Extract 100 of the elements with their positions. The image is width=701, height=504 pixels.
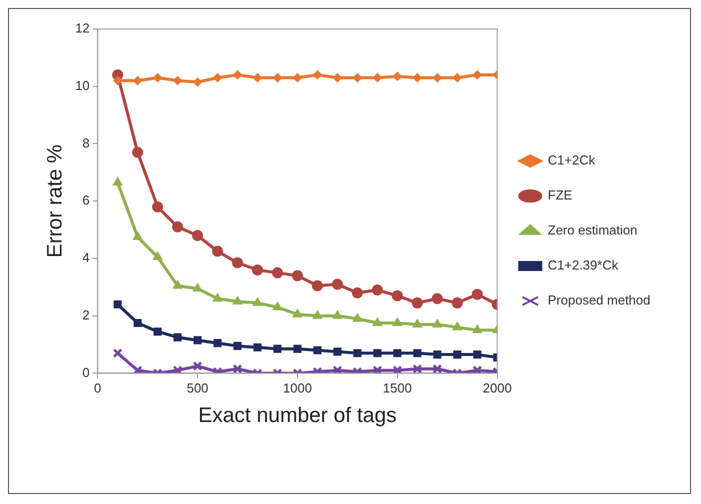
point xyxy=(432,364,442,374)
legend-label: Proposed method xyxy=(548,292,650,308)
point xyxy=(132,231,142,240)
point xyxy=(232,296,242,304)
x-tick-label: 1000 xyxy=(282,380,312,396)
point xyxy=(252,73,262,82)
point xyxy=(172,280,182,289)
point xyxy=(412,318,422,328)
point xyxy=(372,318,382,326)
point xyxy=(212,366,222,374)
point xyxy=(332,278,343,290)
point xyxy=(112,176,122,186)
point xyxy=(472,324,482,334)
point xyxy=(213,73,222,82)
point xyxy=(133,76,142,86)
point xyxy=(152,252,162,260)
point xyxy=(372,284,383,296)
point xyxy=(312,70,322,80)
y-tick-label: 6 xyxy=(82,192,90,208)
point xyxy=(192,283,202,292)
point xyxy=(172,221,184,232)
point xyxy=(152,201,164,212)
point xyxy=(192,361,202,371)
x-tick-label: 1500 xyxy=(382,380,412,396)
x-axis-title: Exact number of tags xyxy=(198,404,397,428)
point xyxy=(173,76,182,86)
y-tick-label: 4 xyxy=(82,250,90,266)
legend-label: Zero estimation xyxy=(548,222,638,238)
y-tick-label: 10 xyxy=(75,78,90,93)
point xyxy=(174,333,182,342)
point xyxy=(272,267,283,278)
point xyxy=(312,280,323,292)
point xyxy=(432,73,442,82)
point xyxy=(472,288,483,300)
point xyxy=(352,287,363,298)
point xyxy=(252,264,263,276)
point xyxy=(452,297,463,308)
point xyxy=(194,336,202,344)
point xyxy=(332,310,342,319)
point xyxy=(332,73,342,82)
point xyxy=(253,343,262,352)
point xyxy=(433,350,442,359)
x-tick-label: 500 xyxy=(186,380,208,396)
point xyxy=(472,70,482,80)
point xyxy=(233,342,242,350)
point xyxy=(114,300,122,308)
point xyxy=(392,72,402,81)
point xyxy=(112,348,122,358)
point xyxy=(252,297,262,306)
point xyxy=(293,344,302,353)
point xyxy=(412,297,423,308)
legend-label: C1+2Ck xyxy=(548,152,596,168)
point xyxy=(432,318,442,328)
point xyxy=(192,230,204,242)
point xyxy=(332,366,342,374)
y-tick-label: 2 xyxy=(82,307,90,322)
point xyxy=(212,293,222,302)
point xyxy=(432,293,443,304)
point xyxy=(372,366,382,374)
point xyxy=(272,302,282,310)
point xyxy=(352,313,362,322)
point xyxy=(353,349,362,358)
point xyxy=(233,70,242,80)
point xyxy=(373,349,382,358)
point xyxy=(312,310,322,319)
point xyxy=(214,339,222,348)
point xyxy=(132,366,142,374)
point xyxy=(333,348,342,356)
y-tick-label: 8 xyxy=(82,135,90,150)
point xyxy=(292,270,303,282)
point xyxy=(232,364,242,374)
point xyxy=(412,364,422,374)
point xyxy=(134,318,142,328)
point xyxy=(212,246,224,257)
point xyxy=(132,146,144,158)
x-tick-label: 0 xyxy=(94,380,102,396)
point xyxy=(473,350,482,359)
point xyxy=(452,322,462,330)
y-tick-label: 12 xyxy=(75,20,90,36)
point xyxy=(154,328,162,336)
point xyxy=(392,366,402,374)
point xyxy=(453,350,462,359)
legend-label: FZE xyxy=(548,188,573,203)
point xyxy=(392,290,403,302)
point xyxy=(273,344,282,353)
point xyxy=(193,78,202,87)
x-tick-label: 2000 xyxy=(482,380,512,396)
point xyxy=(452,73,462,82)
point xyxy=(313,346,322,354)
y-axis-title: Error rate % xyxy=(43,144,66,258)
legend-label: C1+2.39*Ck xyxy=(548,258,619,273)
point xyxy=(413,349,422,358)
y-tick-label: 0 xyxy=(82,364,90,380)
point xyxy=(172,366,182,374)
point xyxy=(292,308,302,318)
point xyxy=(232,257,244,268)
point xyxy=(392,318,402,326)
point xyxy=(472,366,482,374)
point xyxy=(393,349,402,358)
point xyxy=(412,73,422,82)
